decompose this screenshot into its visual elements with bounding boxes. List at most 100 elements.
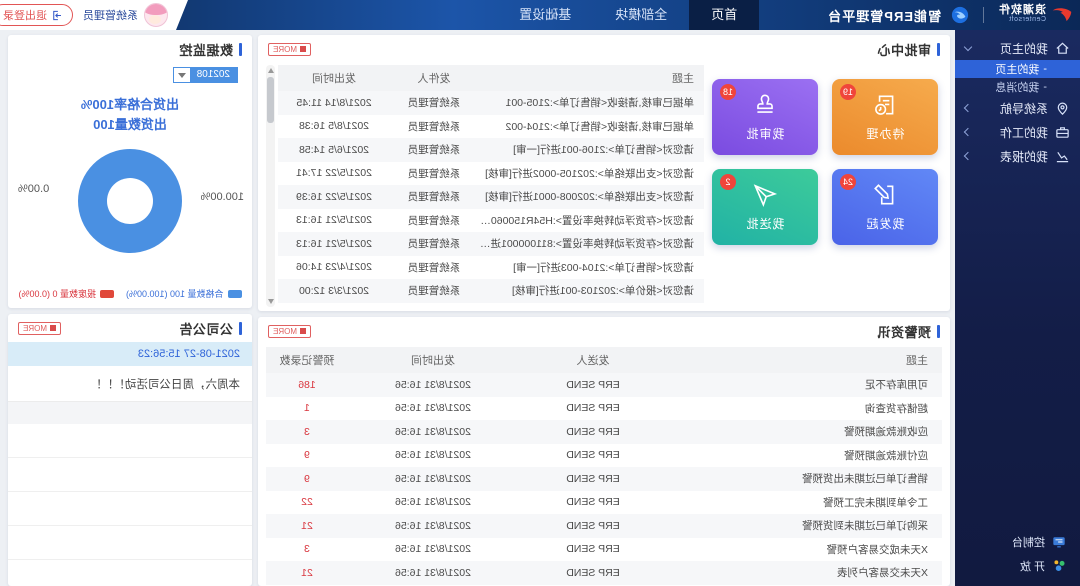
- gs-logo-icon: [951, 6, 969, 24]
- alert-sender: ERP SEND: [566, 519, 620, 532]
- approval-subject: 请您对<支出联络单>:202105-0002进行[审核]: [485, 167, 694, 180]
- sidebar-item-my-home[interactable]: 我的主页: [955, 36, 1080, 60]
- approval-row[interactable]: 单据已审核,请接收<销售订单>:2104-002 系统管理员 2021/8/5 …: [278, 115, 704, 139]
- alert-sender: ERP SEND: [566, 496, 620, 509]
- card-label: 我发起: [865, 217, 905, 231]
- approval-sender: 系统管理员: [407, 167, 461, 180]
- alert-count: 9: [304, 472, 310, 485]
- scroll-up-arrow[interactable]: [268, 68, 274, 73]
- line-chart-icon: [1056, 151, 1069, 162]
- open-platform-button[interactable]: 开 放: [955, 554, 1080, 578]
- alert-subject: 可用库存不足: [865, 379, 928, 392]
- approval-time: 2021/5/22 16:39: [296, 190, 372, 203]
- approval-row[interactable]: 请您对<销售订单>:2106-001进行[一审] 系统管理员 2021/6/5 …: [278, 138, 704, 162]
- console-button[interactable]: 控制台: [955, 530, 1080, 554]
- alert-row[interactable]: 采购订单已过期未到货预警 ERP SEND 2021/8/31 16:56 21: [266, 514, 942, 538]
- sidebar-item-my-reports[interactable]: 我的报表: [955, 144, 1080, 168]
- alerts-panel-title: 预警资讯: [876, 324, 931, 340]
- alert-sender: ERP SEND: [566, 472, 620, 485]
- avatar[interactable]: [144, 3, 168, 27]
- bullet: -: [1043, 63, 1047, 75]
- approval-sender: 系统管理员: [407, 120, 461, 133]
- alert-time: 2021/8/31 16:56: [395, 519, 471, 532]
- approval-subject: 请您对<存货浮动转换率设置>:811000001进行[审核]: [478, 238, 694, 251]
- scroll-down-arrow[interactable]: [268, 299, 274, 304]
- sidebar: 我的主页 - 我的主页 - 我的消息 系统导航: [955, 30, 1080, 586]
- console-label: 控制台: [1012, 537, 1045, 549]
- sidebar-item-system-nav[interactable]: 系统导航: [955, 96, 1080, 120]
- approval-row[interactable]: 单据已审核,请接收<销售订单>:2105-001 系统管理员 2021/8/14…: [278, 91, 704, 115]
- sidebar-item-label: 我的主页: [999, 41, 1048, 56]
- approval-sender: 系统管理员: [407, 285, 461, 298]
- approval-subject: 请您对<销售订单>:2106-001进行[一审]: [513, 144, 694, 157]
- alert-row[interactable]: 可用库存不足 ERP SEND 2021/8/31 16:56 186: [266, 373, 942, 397]
- scrollbar[interactable]: [266, 65, 275, 307]
- approval-row[interactable]: 请您对<存货浮动转换率设置>:811000001进行[审核] 系统管理员 202…: [278, 232, 704, 256]
- card-pending[interactable]: 19 待办理: [832, 79, 938, 155]
- approval-time: 2021/5/21 16:13: [296, 214, 372, 227]
- sidebar-sub-my-messages[interactable]: - 我的消息: [955, 78, 1080, 96]
- approval-subject: 请您对<销售订单>:2104-003进行[一审]: [513, 261, 694, 274]
- alert-row[interactable]: 超储存货查询 ERP SEND 2021/8/31 16:56 1: [266, 397, 942, 421]
- alert-row[interactable]: X天未成交易客户预警 ERP SEND 2021/8/31 16:56 3: [266, 538, 942, 562]
- chevron-right-icon: [963, 127, 973, 137]
- approval-table: 主题 发件人 发出时间 单据已审核,请接收<销售订单>:2105-001: [266, 65, 704, 307]
- notice-more-button[interactable]: MORE: [18, 321, 61, 335]
- donut-ring: [78, 149, 182, 253]
- chevron-right-icon: [963, 103, 973, 113]
- alert-row[interactable]: 应付账款逾期预警 ERP SEND 2021/8/31 16:56 9: [266, 444, 942, 468]
- alert-row[interactable]: X天未交易客户列表 ERP SEND 2021/8/31 16:56 21: [266, 561, 942, 585]
- approval-row[interactable]: 请您对<报价单>:202103-001进行[审核] 系统管理员 2021/3/3…: [278, 279, 704, 303]
- card-my-approvals[interactable]: 18 我审批: [712, 79, 818, 155]
- notice-empty-row: [8, 458, 252, 492]
- alerts-more-button[interactable]: MORE: [268, 324, 311, 338]
- alert-sender: ERP SEND: [566, 449, 620, 462]
- alert-count: 21: [301, 519, 313, 532]
- notice-empty-row: [8, 526, 252, 560]
- approval-sender: 系统管理员: [407, 191, 461, 204]
- approval-time: 2021/6/5 14:58: [298, 143, 370, 156]
- period-select[interactable]: 202108: [172, 67, 238, 83]
- company-name: 浪潮软件: [998, 4, 1046, 16]
- sidebar-item-my-work[interactable]: 我的工作: [955, 120, 1080, 144]
- sidebar-item-label: 系统导航: [999, 101, 1048, 116]
- product-title: 智能ERP管理平台: [827, 8, 941, 24]
- select-arrow-icon: [173, 68, 190, 82]
- alert-time: 2021/8/31 16:56: [395, 449, 471, 462]
- card-sent-by-me[interactable]: 2 我送批: [712, 169, 818, 245]
- approval-row[interactable]: 请您对<销售订单>:2104-003进行[一审] 系统管理员 2021/4/23…: [278, 256, 704, 280]
- legend-swatch-red: [100, 289, 114, 298]
- logout-button[interactable]: 退出登录: [0, 4, 73, 26]
- card-initiated-by-me[interactable]: 24 我发起: [832, 169, 938, 245]
- col-count: 预警记录数: [279, 355, 335, 367]
- approval-row[interactable]: 请您对<存货浮动转换率设置>:H54R15006002进行[审核] 系统管理员 …: [278, 209, 704, 233]
- approval-panel-title: 审批中心: [876, 42, 931, 58]
- nav-home[interactable]: 首页: [689, 0, 760, 30]
- alert-subject: 应收账款逾期预警: [844, 426, 928, 439]
- alert-row[interactable]: 应收账款逾期预警 ERP SEND 2021/8/31 16:56 3: [266, 420, 942, 444]
- sidebar-sub-label: 我的消息: [995, 82, 1040, 94]
- divider: [983, 7, 984, 23]
- col-time: 发出时间: [312, 73, 356, 85]
- alerts-panel: 预警资讯 MORE 主题 发送人 发出时间 预警记录数 可用库存不足: [258, 317, 950, 586]
- nav-basic-settings[interactable]: 基础设置: [519, 7, 572, 22]
- sidebar-sub-my-home[interactable]: - 我的主页: [955, 60, 1080, 78]
- paper-plane-icon: [753, 184, 778, 207]
- period-value: 202108: [189, 68, 237, 82]
- approval-row[interactable]: 请您对<支出联络单>:202105-0002进行[审核] 系统管理员 2021/…: [278, 162, 704, 186]
- legend-label: 合格数量 100 (100.00%): [126, 289, 224, 299]
- notice-text[interactable]: 本周六，周日公司活动！！！: [8, 366, 252, 402]
- alert-count: 3: [304, 425, 310, 438]
- nav-all-modules[interactable]: 全部模块: [615, 7, 668, 22]
- alert-row[interactable]: 销售订单已过期未出货预警 ERP SEND 2021/8/31 16:56 9: [266, 467, 942, 491]
- scroll-thumb[interactable]: [267, 77, 274, 123]
- alert-time: 2021/8/31 16:56: [395, 472, 471, 485]
- monitor-summary: 出货合格率100% 出货数量100: [8, 95, 252, 135]
- approval-more-button[interactable]: MORE: [268, 42, 311, 56]
- approval-row[interactable]: 请您对<支出联络单>:202008-0001进行[审核] 系统管理员 2021/…: [278, 185, 704, 209]
- alert-row[interactable]: 工令单到期未完工预警 ERP SEND 2021/8/31 16:56 22: [266, 491, 942, 515]
- alert-subject: X天未成交易客户预警: [826, 543, 928, 556]
- col-sender: 发送人: [576, 355, 610, 367]
- map-pin-icon: [1057, 102, 1068, 115]
